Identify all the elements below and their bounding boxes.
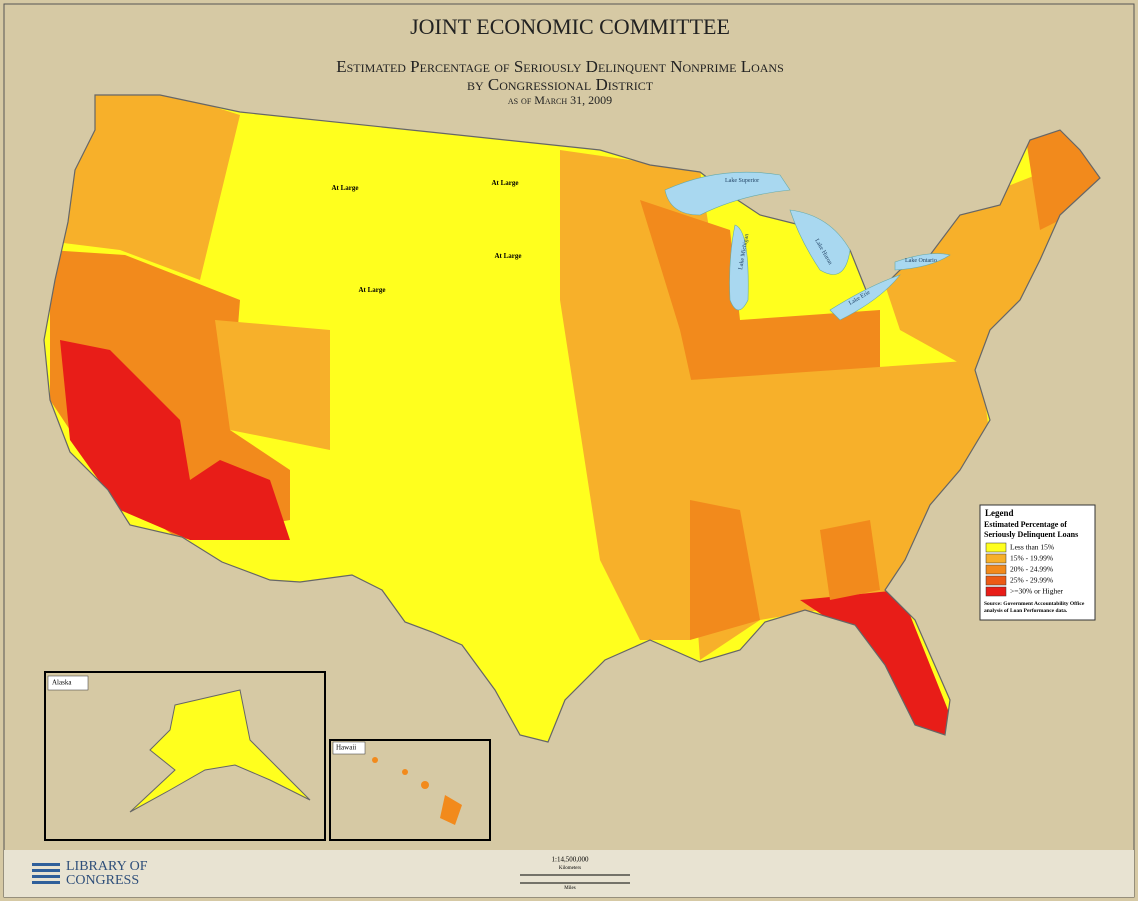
region [820,520,880,600]
scale: 1:14,500,000 [552,856,589,864]
region [215,320,330,450]
inset-tag [332,741,366,755]
scale-unit: Kilometers [559,866,581,871]
region [800,590,960,740]
logo-box: LIBRARY OF CONGRESS [66,860,148,888]
island [402,769,408,775]
legend-heading: Estimated Percentage of Seriously Delinq… [984,520,1079,539]
region [60,340,290,540]
subtitle: Estimated Percentage of Seriously Delinq… [336,57,784,76]
lake [789,209,851,275]
region [640,200,880,420]
region [690,360,990,660]
lake-label: Lake Superior [725,178,759,184]
map-label: At Large [491,179,518,187]
logo-stripe [32,869,60,872]
legend-source-box: Source: Government Accountability Office… [984,601,1085,614]
map-label: At Large [331,184,358,192]
region [690,500,760,640]
lake-label: Lake Ontario [905,258,937,264]
legend-label: >=30% or Higher [1010,587,1064,596]
legend-label: Less than 15% [1010,543,1054,552]
alaska [129,689,311,813]
legend-label: 20% - 24.99% [1010,565,1053,574]
subtitle: by Congressional District [467,75,654,94]
us-outline [43,94,1101,743]
lake [894,253,951,271]
island [421,781,429,789]
logo-icon [32,863,60,884]
date: as of March 31, 2009 [508,93,612,107]
logo-stripe [32,863,60,866]
hawaii-inset [329,739,491,841]
logo-stripe [32,875,60,878]
legend-label: 15% - 19.99% [1010,554,1053,563]
legend-swatch [985,564,1007,575]
hawaii [372,757,462,825]
scale-unit: Miles [564,886,575,891]
lake [664,171,791,216]
legend-label: 25% - 29.99% [1010,576,1053,585]
inset-tag [47,675,89,691]
island [372,757,378,763]
lake [829,274,901,321]
inset-label: Alaska [52,679,72,687]
legend-swatch [985,553,1007,564]
lake [729,224,749,311]
inset-label: Hawaii [336,744,356,752]
title: JOINT ECONOMIC COMMITTEE [410,14,730,39]
legend-heading-box: Estimated Percentage of Seriously Delinq… [984,520,1079,539]
logo: LIBRARY OF CONGRESS [66,860,148,888]
legend-swatch [985,586,1007,597]
map-label: At Large [358,286,385,294]
logo-stripe [32,881,60,884]
legend-source: Source: Government Accountability Office… [984,601,1085,614]
footer [4,850,1134,897]
legend-swatch [985,575,1007,586]
lakes [664,171,951,321]
legend-swatch [985,542,1007,553]
island [440,795,462,825]
legend-items: Less than 15% 15% - 19.99% 20% - 24.99% 25%… [985,542,1064,597]
legend-title: Legend [985,508,1014,518]
map-label: At Large [494,252,521,260]
